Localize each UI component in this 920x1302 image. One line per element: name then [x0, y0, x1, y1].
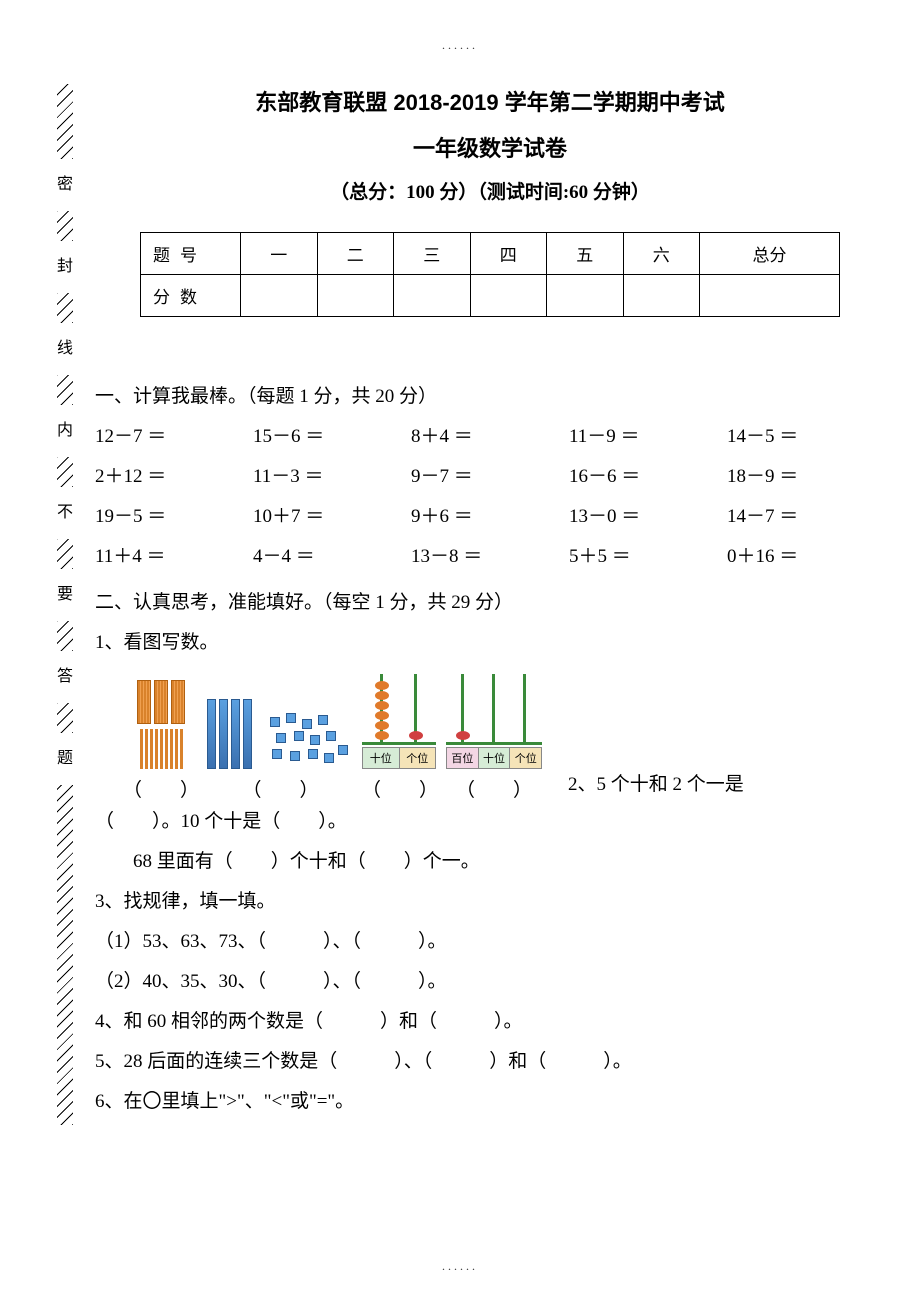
section-2-heading: 二、认真思考，准能填好。（每空 1 分，共 29 分） [95, 583, 885, 623]
answer-blank: （ ） [207, 775, 354, 802]
abacus-label: 十位 [363, 748, 400, 768]
exam-subtitle: （总分：100 分）（测试时间:60 分钟） [95, 177, 885, 204]
exam-title-2: 一年级数学试卷 [95, 131, 885, 163]
math-item: 14－5 ＝ [727, 417, 885, 457]
section-1-heading: 一、计算我最棒。（每题 1 分，共 20 分） [95, 377, 885, 417]
math-item: 14－7 ＝ [727, 497, 885, 537]
math-item: 9－7 ＝ [411, 457, 569, 497]
math-item: 11－3 ＝ [253, 457, 411, 497]
binding-char: 线 [50, 327, 80, 371]
col-header: 四 [470, 233, 547, 275]
q3-label: 3、找规律，填一填。 [95, 882, 885, 922]
row-label: 分数 [141, 275, 241, 317]
binding-char: 答 [50, 655, 80, 699]
score-cell [241, 275, 318, 317]
q2-trail: 2、5 个十和 2 个一是 [568, 769, 744, 796]
q5: 5、28 后面的连续三个数是（ ）、（ ）和（ ）。 [95, 1042, 885, 1082]
col-header: 总分 [700, 233, 840, 275]
table-row: 分数 [141, 275, 840, 317]
math-item: 10＋7 ＝ [253, 497, 411, 537]
hatch [57, 375, 73, 405]
abacus-label: 百位 [447, 748, 479, 768]
hatch [57, 293, 73, 323]
math-item: 15－6 ＝ [253, 417, 411, 457]
answer-blank: （ ） [362, 775, 438, 802]
hatch [57, 211, 73, 241]
math-item: 13－8 ＝ [411, 537, 569, 577]
math-item: 4－4 ＝ [253, 537, 411, 577]
q1-label: 1、看图写数。 [95, 623, 885, 663]
hatch [57, 84, 73, 159]
score-cell [317, 275, 394, 317]
binding-char: 内 [50, 409, 80, 453]
footer-dots: ...... [0, 1259, 920, 1274]
binding-char: 封 [50, 245, 80, 289]
q2-cont2: 68 里面有（ ）个十和（ ）个一。 [95, 842, 885, 882]
hatch [57, 539, 73, 569]
math-item: 12－7 ＝ [95, 417, 253, 457]
figure-sticks: （ ） [123, 680, 199, 802]
math-item: 19－5 ＝ [95, 497, 253, 537]
score-cell [623, 275, 700, 317]
score-table: 题号 一 二 三 四 五 六 总分 分数 [140, 232, 840, 317]
binding-char: 密 [50, 163, 80, 207]
abacus-label: 十位 [479, 748, 511, 768]
binding-char: 不 [50, 491, 80, 535]
math-item: 16－6 ＝ [569, 457, 727, 497]
abacus-icon: 百位 十位 个位 [446, 677, 542, 769]
figure-blocks: （ ） [207, 699, 354, 802]
col-header: 二 [317, 233, 394, 275]
abacus-icon: 十位 个位 [362, 677, 436, 769]
answer-blank: （ ） [123, 775, 199, 802]
table-row: 题号 一 二 三 四 五 六 总分 [141, 233, 840, 275]
binding-char: 要 [50, 573, 80, 617]
hatch [57, 457, 73, 487]
math-item: 18－9 ＝ [727, 457, 885, 497]
math-row: 19－5 ＝ 10＋7 ＝ 9＋6 ＝ 13－0 ＝ 14－7 ＝ [95, 497, 885, 537]
math-item: 8＋4 ＝ [411, 417, 569, 457]
hatch [57, 703, 73, 733]
col-header: 一 [241, 233, 318, 275]
score-cell [547, 275, 624, 317]
exam-title-1: 东部教育联盟 2018-2019 学年第二学期期中考试 [95, 85, 885, 117]
math-item: 11＋4 ＝ [95, 537, 253, 577]
math-item: 5＋5 ＝ [569, 537, 727, 577]
col-header: 六 [623, 233, 700, 275]
row-label: 题号 [141, 233, 241, 275]
q3-b: （2）40、35、30、（ ）、（ ）。 [95, 962, 885, 1002]
q2-cont1: （ ）。10 个十是（ ）。 [95, 802, 885, 842]
abacus-label: 个位 [400, 748, 436, 768]
q3-a: （1）53、63、73、（ ）、（ ）。 [95, 922, 885, 962]
score-cell [700, 275, 840, 317]
q6: 6、在〇里填上">"、"<"或"="。 [95, 1082, 885, 1122]
orange-sticks-icon [123, 680, 199, 769]
score-cell [470, 275, 547, 317]
hatch [57, 785, 73, 1125]
hatch [57, 621, 73, 651]
binding-edge: 密 封 线 内 不 要 答 题 [50, 80, 80, 1160]
binding-char: 题 [50, 737, 80, 781]
header-dots: ...... [0, 0, 920, 53]
figure-row: （ ） [123, 677, 885, 802]
page-content: 东部教育联盟 2018-2019 学年第二学期期中考试 一年级数学试卷 （总分：… [95, 85, 885, 1122]
math-item: 9＋6 ＝ [411, 497, 569, 537]
abacus-label: 个位 [510, 748, 541, 768]
math-item: 11－9 ＝ [569, 417, 727, 457]
math-row: 11＋4 ＝ 4－4 ＝ 13－8 ＝ 5＋5 ＝ 0＋16 ＝ [95, 537, 885, 577]
col-header: 五 [547, 233, 624, 275]
col-header: 三 [394, 233, 471, 275]
figure-abacus-2: 百位 十位 个位 （ ） [446, 677, 542, 802]
math-row: 2＋12 ＝ 11－3 ＝ 9－7 ＝ 16－6 ＝ 18－9 ＝ [95, 457, 885, 497]
figure-abacus-1: 十位 个位 （ ） [362, 677, 438, 802]
answer-blank: （ ） [446, 775, 542, 802]
q4: 4、和 60 相邻的两个数是（ ）和（ ）。 [95, 1002, 885, 1042]
blue-blocks-icon [207, 699, 354, 769]
score-cell [394, 275, 471, 317]
math-item: 2＋12 ＝ [95, 457, 253, 497]
math-row: 12－7 ＝ 15－6 ＝ 8＋4 ＝ 11－9 ＝ 14－5 ＝ [95, 417, 885, 457]
math-item: 0＋16 ＝ [727, 537, 885, 577]
math-item: 13－0 ＝ [569, 497, 727, 537]
